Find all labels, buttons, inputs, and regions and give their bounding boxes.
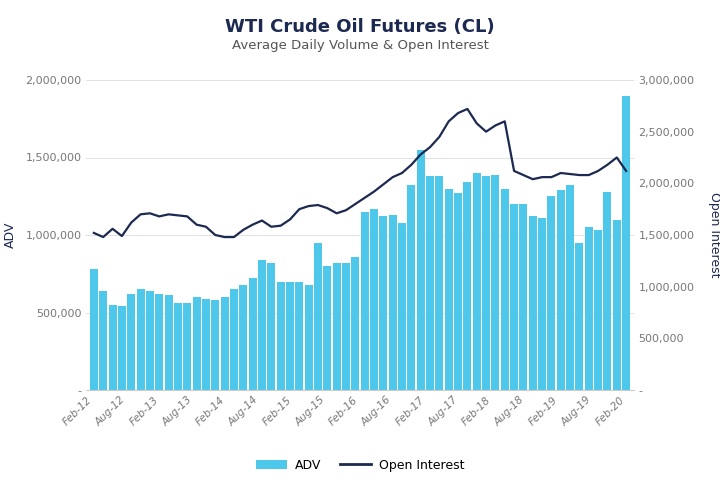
Bar (118, 306, 126, 390)
Bar (379, 216, 387, 390)
Bar (370, 208, 378, 390)
Bar (454, 193, 462, 390)
Bar (184, 303, 192, 390)
Bar (333, 263, 341, 390)
Text: WTI Crude Oil Futures (CL): WTI Crude Oil Futures (CL) (225, 18, 495, 36)
Bar (585, 227, 593, 390)
Y-axis label: Open Interest: Open Interest (708, 192, 720, 278)
Bar (426, 176, 434, 390)
Bar (146, 291, 154, 390)
Bar (361, 212, 369, 390)
Bar (174, 303, 182, 390)
Bar (90, 269, 98, 390)
Bar (99, 291, 107, 390)
Bar (230, 289, 238, 390)
Bar (239, 284, 247, 390)
Bar (436, 176, 444, 390)
Bar (473, 173, 481, 390)
Bar (501, 188, 509, 390)
Bar (594, 230, 602, 390)
Bar (519, 204, 527, 390)
Bar (408, 186, 415, 390)
Bar (202, 298, 210, 390)
Bar (156, 294, 163, 390)
Bar (547, 196, 555, 390)
Bar (314, 243, 322, 390)
Bar (389, 215, 397, 390)
Bar (109, 304, 117, 390)
Bar (165, 296, 173, 390)
Bar (342, 263, 350, 390)
Bar (464, 182, 472, 390)
Bar (528, 216, 536, 390)
Bar (220, 297, 228, 390)
Bar (211, 300, 219, 390)
Bar (445, 188, 453, 390)
Bar (137, 289, 145, 390)
Bar (482, 176, 490, 390)
Bar (622, 96, 630, 390)
Bar (417, 150, 425, 390)
Bar (398, 222, 406, 390)
Bar (193, 297, 201, 390)
Bar (258, 260, 266, 390)
Legend: ADV, Open Interest: ADV, Open Interest (251, 454, 469, 477)
Bar (267, 263, 275, 390)
Bar (492, 174, 500, 390)
Bar (566, 186, 574, 390)
Bar (538, 218, 546, 390)
Bar (248, 278, 256, 390)
Bar (276, 282, 284, 390)
Bar (613, 220, 621, 390)
Bar (305, 284, 312, 390)
Bar (557, 190, 564, 390)
Bar (127, 294, 135, 390)
Bar (286, 282, 294, 390)
Bar (295, 282, 303, 390)
Bar (351, 256, 359, 390)
Bar (575, 243, 583, 390)
Y-axis label: ADV: ADV (4, 222, 17, 248)
Bar (603, 192, 611, 390)
Bar (510, 204, 518, 390)
Bar (323, 266, 331, 390)
Title: Average Daily Volume & Open Interest: Average Daily Volume & Open Interest (232, 40, 488, 52)
